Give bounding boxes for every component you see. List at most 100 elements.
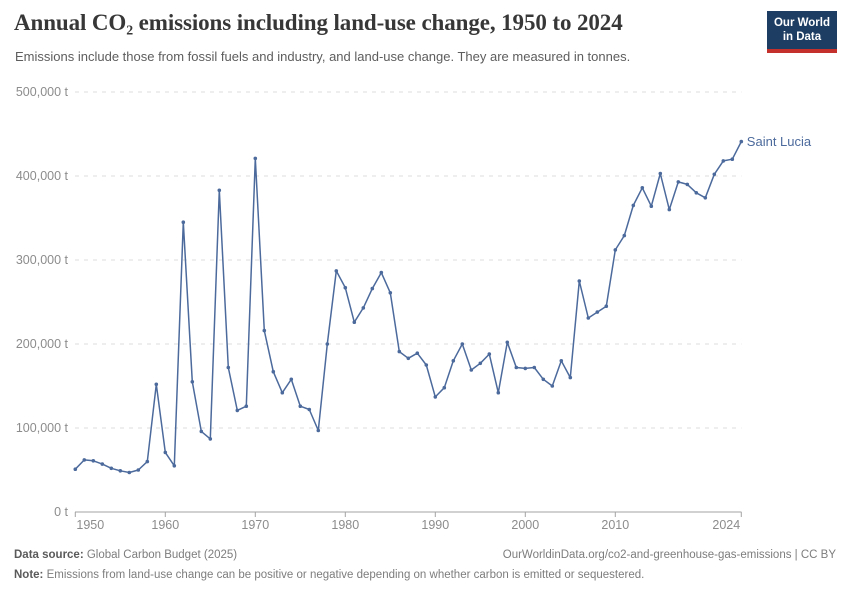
x-tick-label: 1960 (151, 518, 179, 532)
data-point-marker[interactable] (181, 220, 186, 224)
owid-logo[interactable]: Our World in Data (766, 11, 837, 53)
data-point-marker[interactable] (514, 365, 519, 370)
data-point-marker[interactable] (226, 365, 231, 370)
data-point-marker[interactable] (658, 171, 663, 176)
owid-url-link[interactable]: OurWorldinData.org/co2-and-greenhouse-ga… (502, 549, 836, 561)
data-point-marker[interactable] (595, 310, 600, 314)
data-point-marker[interactable] (469, 368, 474, 372)
data-point-marker[interactable] (370, 286, 375, 291)
y-tick-label: 500,000 t (16, 85, 69, 99)
data-point-marker[interactable] (244, 404, 249, 409)
chart-subtitle: Emissions include those from fossil fuel… (15, 49, 631, 64)
data-point-marker[interactable] (127, 470, 132, 475)
data-point-marker[interactable] (505, 340, 510, 345)
data-point-marker[interactable] (91, 459, 96, 463)
data-point-marker[interactable] (307, 407, 312, 412)
y-tick-label: 400,000 t (16, 169, 69, 183)
data-point-marker[interactable] (478, 361, 483, 366)
x-tick-label: 1970 (241, 518, 269, 532)
data-point-marker[interactable] (541, 377, 546, 382)
data-point-marker[interactable] (415, 351, 420, 356)
data-point-marker[interactable] (640, 186, 645, 190)
data-point-marker[interactable] (649, 204, 654, 208)
data-point-marker[interactable] (325, 342, 330, 346)
data-point-marker[interactable] (145, 459, 150, 464)
y-tick-label: 100,000 t (16, 421, 69, 435)
data-point-marker[interactable] (622, 233, 627, 238)
data-point-marker[interactable] (460, 342, 465, 346)
data-point-marker[interactable] (343, 285, 348, 290)
data-point-marker[interactable] (379, 270, 384, 275)
data-point-marker[interactable] (262, 328, 267, 333)
data-point-marker[interactable] (487, 352, 492, 356)
data-point-marker[interactable] (298, 404, 303, 409)
data-point-marker[interactable] (676, 180, 681, 184)
note-label: Note: (14, 569, 44, 581)
data-point-marker[interactable] (154, 382, 159, 387)
data-point-marker[interactable] (568, 375, 573, 380)
data-point-marker[interactable] (172, 464, 177, 468)
data-point-marker[interactable] (289, 377, 294, 382)
data-point-marker[interactable] (604, 304, 609, 309)
chart-footer: Data source: Global Carbon Budget (2025)… (14, 549, 836, 561)
data-point-marker[interactable] (739, 139, 744, 144)
data-point-marker[interactable] (496, 390, 501, 395)
data-point-marker[interactable] (406, 356, 411, 361)
y-tick-label: 300,000 t (16, 253, 69, 267)
x-tick-label: 2000 (511, 518, 539, 532)
data-point-marker[interactable] (73, 467, 78, 472)
data-point-marker[interactable] (667, 207, 672, 212)
data-point-marker[interactable] (316, 428, 321, 433)
x-tick-label: 2010 (601, 518, 629, 532)
data-point-marker[interactable] (271, 369, 276, 374)
data-point-marker[interactable] (253, 156, 258, 161)
data-point-marker[interactable] (694, 191, 699, 195)
data-source-text: Data source: Global Carbon Budget (2025) (14, 549, 237, 561)
data-point-marker[interactable] (100, 462, 105, 466)
data-point-marker[interactable] (424, 363, 429, 367)
data-point-marker[interactable] (280, 390, 285, 395)
data-point-marker[interactable] (703, 196, 708, 200)
data-point-marker[interactable] (631, 203, 636, 208)
chart-note: Note: Emissions from land-use change can… (14, 569, 836, 581)
data-point-marker[interactable] (613, 248, 618, 252)
y-tick-label: 0 t (54, 505, 68, 519)
data-point-marker[interactable] (235, 408, 240, 413)
data-point-marker[interactable] (208, 437, 213, 441)
series-end-label[interactable]: Saint Lucia (747, 134, 812, 149)
x-tick-label: 1950 (76, 518, 104, 532)
data-point-marker[interactable] (118, 469, 123, 473)
data-point-marker[interactable] (163, 450, 168, 455)
data-point-marker[interactable] (334, 269, 339, 273)
data-point-marker[interactable] (712, 172, 717, 177)
data-point-marker[interactable] (442, 385, 447, 390)
data-source-value: Global Carbon Budget (2025) (83, 549, 238, 561)
data-point-marker[interactable] (721, 159, 726, 163)
data-point-marker[interactable] (397, 349, 402, 354)
x-tick-label: 1980 (331, 518, 359, 532)
data-point-marker[interactable] (109, 466, 114, 471)
owid-logo-line1: Our World (773, 17, 830, 29)
data-point-marker[interactable] (586, 316, 591, 320)
data-point-marker[interactable] (433, 395, 438, 399)
note-value: Emissions from land-use change can be po… (43, 569, 645, 581)
data-point-marker[interactable] (577, 279, 582, 283)
data-point-marker[interactable] (451, 359, 456, 363)
data-point-marker[interactable] (217, 188, 222, 193)
data-point-marker[interactable] (82, 458, 87, 462)
data-point-marker[interactable] (550, 384, 555, 388)
data-point-marker[interactable] (523, 366, 528, 371)
data-point-marker[interactable] (532, 365, 537, 370)
chart-title: Annual CO₂ emissions including land-use … (14, 10, 623, 35)
data-point-marker[interactable] (730, 157, 735, 161)
data-point-marker[interactable] (361, 306, 366, 310)
data-point-marker[interactable] (136, 468, 141, 472)
data-point-marker[interactable] (352, 320, 357, 325)
data-point-marker[interactable] (190, 380, 195, 384)
data-point-marker[interactable] (559, 359, 564, 363)
data-point-marker[interactable] (685, 182, 690, 187)
data-point-marker[interactable] (388, 291, 393, 295)
data-point-marker[interactable] (199, 429, 204, 434)
series-line[interactable] (74, 141, 742, 474)
